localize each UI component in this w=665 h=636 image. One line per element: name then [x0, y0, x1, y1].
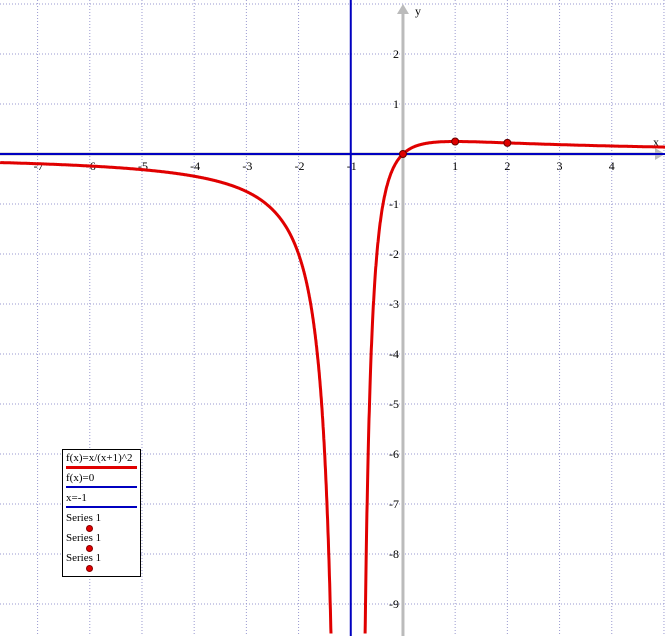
legend-line-red — [66, 466, 137, 469]
legend-item-zero: f(x)=0 — [66, 472, 140, 492]
y-axis-label: y — [415, 4, 421, 18]
x-tick-label: -2 — [295, 159, 305, 173]
legend-marker — [86, 565, 93, 572]
y-tick-label: -9 — [389, 597, 399, 611]
y-tick-label: -5 — [389, 397, 399, 411]
function-curve — [363, 140, 665, 634]
legend-marker — [86, 545, 93, 552]
x-axis-label: x — [653, 135, 659, 149]
x-tick-label: 1 — [452, 159, 458, 173]
y-tick-label: -4 — [389, 347, 399, 361]
legend-label: f(x)=0 — [66, 472, 95, 484]
legend-label: x=-1 — [66, 492, 87, 504]
function-curve — [0, 161, 333, 634]
legend-item-asymptote: x=-1 — [66, 492, 140, 512]
x-tick-label: -7 — [34, 159, 44, 173]
x-tick-label: -5 — [138, 159, 148, 173]
series-point — [398, 150, 407, 158]
legend-item-series: Series 1 — [66, 552, 140, 572]
legend-label: Series 1 — [66, 552, 102, 564]
legend-label: Series 1 — [66, 532, 102, 544]
x-tick-label: 4 — [609, 159, 615, 173]
legend-line-blue — [66, 486, 137, 488]
x-tick-label: 3 — [557, 159, 563, 173]
y-tick-label: -3 — [389, 297, 399, 311]
legend-label: Series 1 — [66, 512, 102, 524]
legend-item-function: f(x)=x/(x+1)^2 — [66, 452, 140, 472]
y-tick-label: -8 — [389, 547, 399, 561]
x-tick-label: -3 — [242, 159, 252, 173]
legend[interactable]: f(x)=x/(x+1)^2 f(x)=0 x=-1 Series 1 Seri… — [62, 449, 141, 577]
y-tick-label: 2 — [393, 47, 399, 61]
y-axis-arrow-icon — [396, 4, 409, 14]
series-point — [503, 138, 512, 147]
y-tick-label: 1 — [393, 97, 399, 111]
y-tick-label: -2 — [389, 247, 399, 261]
legend-line-blue — [66, 506, 137, 508]
x-tick-label: 2 — [504, 159, 510, 173]
y-tick-label: -1 — [389, 197, 399, 211]
x-tick-label: -4 — [190, 159, 200, 173]
legend-marker — [86, 525, 93, 532]
y-tick-label: -7 — [389, 497, 399, 511]
series-point — [451, 137, 460, 146]
y-tick-label: -6 — [389, 447, 399, 461]
legend-item-series: Series 1 — [66, 532, 140, 552]
legend-item-series: Series 1 — [66, 512, 140, 532]
legend-label: f(x)=x/(x+1)^2 — [66, 452, 133, 464]
